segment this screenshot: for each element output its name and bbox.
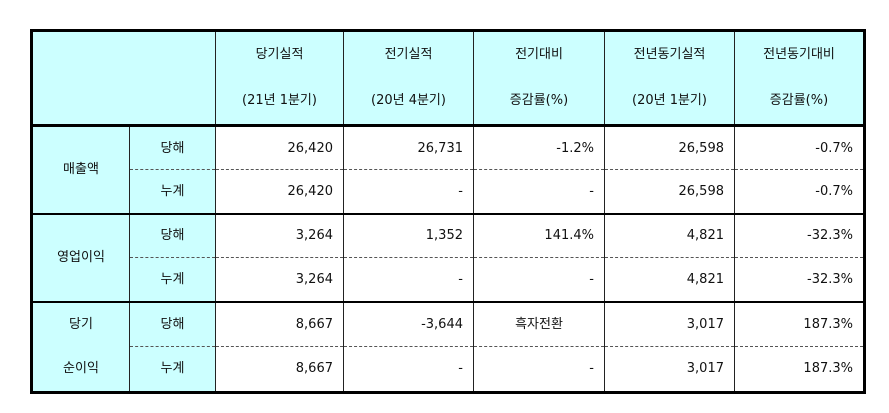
header-period: (21년 1분기)	[242, 93, 317, 108]
group-label-line: 영업이익	[57, 249, 105, 265]
table-row: 누계 26,420 - - 26,598 -0.7%	[32, 169, 865, 214]
value-cell: 4,821	[604, 212, 735, 258]
header-row: 당기실적 (21년 1분기) 전기실적 (20년 4분기) 전기대비 증감률(%…	[31, 30, 865, 126]
value-cell: 8,667	[215, 300, 344, 347]
value-cell: 1,352	[343, 212, 474, 258]
value-cell: 187.3%	[734, 346, 865, 392]
value-cell: 3,017	[604, 346, 735, 392]
row-sub-label: 당해	[129, 124, 216, 170]
earnings-table: 당기실적 (21년 1분기) 전기실적 (20년 4분기) 전기대비 증감률(%…	[30, 29, 866, 394]
table-row: 누계 8,667 - - 3,017 187.3%	[32, 346, 865, 392]
row-group-label: 매출액	[31, 124, 130, 214]
value-cell: 26,420	[215, 169, 344, 214]
header-cell-qoq-change: 전기대비 증감률(%)	[473, 30, 605, 126]
header-title: 당기실적	[255, 47, 304, 62]
header-title: 전년동기대비	[763, 47, 835, 62]
header-cell-yoy-change: 전년동기대비 증감률(%)	[734, 30, 865, 126]
table-row: 당기 순이익 당해 8,667 -3,644 흑자전환 3,017 187.3%	[31, 300, 865, 392]
value-cell: -32.3%	[734, 212, 865, 258]
header-cell-prev-year: 전년동기실적 (20년 1분기)	[604, 30, 735, 126]
value-cell: -0.7%	[734, 124, 865, 170]
row-sub-label: 누계	[129, 257, 216, 302]
group-label-line: 매출액	[63, 161, 99, 177]
header-period: (20년 4분기)	[371, 93, 446, 108]
value-cell: 흑자전환	[473, 300, 605, 347]
value-cell: 187.3%	[734, 300, 865, 347]
group-label-line: 순이익	[63, 360, 99, 376]
row-sub-label: 당해	[129, 300, 216, 347]
value-cell: 26,420	[215, 124, 344, 170]
value-cell: -32.3%	[734, 257, 865, 302]
group-label-line: 당기	[69, 316, 93, 332]
value-cell: -0.7%	[734, 169, 865, 214]
header-period: 증감률(%)	[769, 93, 829, 108]
value-cell: -	[473, 169, 605, 214]
row-sub-label: 누계	[129, 346, 216, 392]
value-cell: 26,598	[604, 169, 735, 214]
table-row: 영업이익 당해 3,264 1,352 141.4% 4,821 -32.3%	[31, 212, 865, 302]
value-cell: -	[473, 257, 605, 302]
value-cell: 141.4%	[473, 212, 605, 258]
header-title: 전기대비	[515, 47, 563, 62]
value-cell: -	[473, 346, 605, 392]
value-cell: 26,598	[604, 124, 735, 170]
value-cell: 3,264	[215, 212, 344, 258]
row-group-label: 당기 순이익	[31, 300, 130, 392]
header-title: 전기실적	[384, 47, 433, 62]
header-corner-cell	[31, 30, 216, 126]
header-period: 증감률(%)	[509, 93, 569, 108]
value-cell: 3,264	[215, 257, 344, 302]
value-cell: -	[343, 169, 474, 214]
value-cell: -3,644	[343, 300, 474, 347]
value-cell: 8,667	[215, 346, 344, 392]
header-cell-prev-quarter: 전기실적 (20년 4분기)	[343, 30, 474, 126]
value-cell: 26,731	[343, 124, 474, 170]
table-row: 누계 3,264 - - 4,821 -32.3%	[32, 257, 865, 302]
value-cell: 4,821	[604, 257, 735, 302]
row-sub-label: 당해	[129, 212, 216, 258]
value-cell: 3,017	[604, 300, 735, 347]
header-title: 전년동기실적	[633, 47, 706, 62]
value-cell: -	[343, 257, 474, 302]
row-sub-label: 누계	[129, 169, 216, 214]
header-cell-current: 당기실적 (21년 1분기)	[215, 30, 344, 126]
value-cell: -	[343, 346, 474, 392]
table-row: 매출액 당해 26,420 26,731 -1.2% 26,598 -0.7%	[31, 124, 865, 214]
value-cell: -1.2%	[473, 124, 605, 170]
row-group-label: 영업이익	[31, 212, 130, 302]
header-period: (20년 1분기)	[632, 93, 707, 108]
